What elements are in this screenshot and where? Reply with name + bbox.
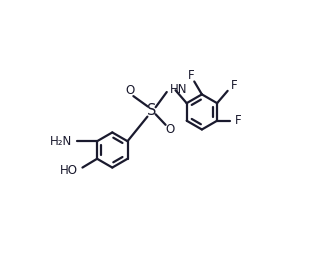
Text: H₂N: H₂N xyxy=(50,135,73,148)
Text: S: S xyxy=(148,103,157,118)
Text: O: O xyxy=(165,123,174,136)
Text: HN: HN xyxy=(170,83,187,96)
Text: F: F xyxy=(235,114,242,127)
Text: F: F xyxy=(188,69,195,82)
Text: F: F xyxy=(231,78,237,91)
Text: HO: HO xyxy=(60,164,78,177)
Text: O: O xyxy=(125,84,135,97)
